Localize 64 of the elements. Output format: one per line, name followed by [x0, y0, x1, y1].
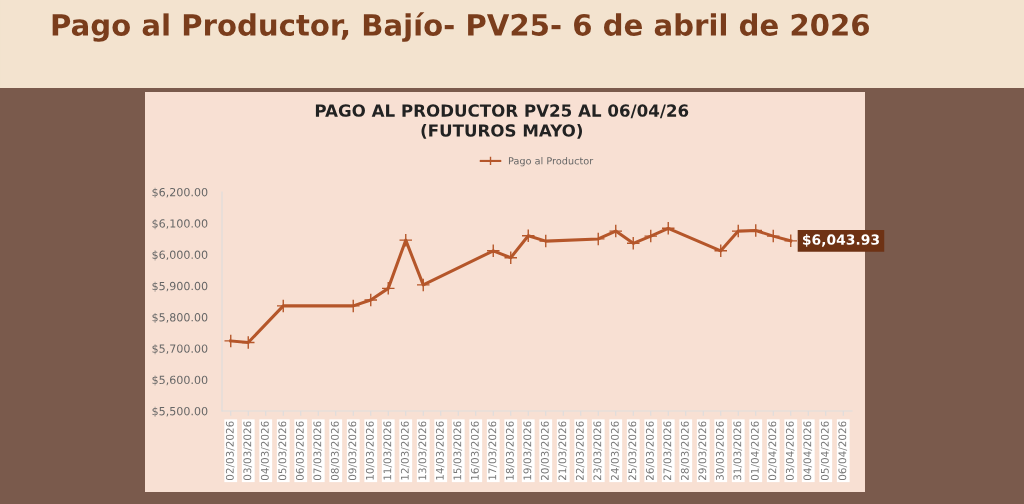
x-tick-label: 27/03/2026 [663, 421, 673, 480]
y-tick-label: $5,900.00 [152, 281, 208, 292]
y-tick-label: $5,800.00 [152, 312, 208, 323]
x-tick-label: 16/03/2026 [470, 421, 480, 480]
y-tick-label: $6,000.00 [152, 250, 208, 261]
y-tick-label: $5,500.00 [152, 406, 208, 417]
x-tick-label: 24/03/2026 [610, 421, 620, 480]
x-tick-label: 21/03/2026 [558, 421, 568, 480]
point [748, 223, 763, 238]
x-tick-label: 11/03/2026 [383, 421, 393, 480]
x-tick-label: 07/03/2026 [313, 421, 323, 481]
x-tick-label: 12/03/2026 [400, 421, 410, 480]
point [398, 233, 413, 248]
x-tick-label: 02/03/2026 [225, 421, 235, 481]
x-tick-label: 18/03/2026 [505, 421, 515, 480]
point [416, 277, 431, 292]
y-tick-label: $6,200.00 [152, 187, 208, 198]
point [381, 281, 396, 296]
x-tick-label: 30/03/2026 [715, 421, 725, 480]
point [608, 224, 623, 239]
x-tick-label: 31/03/2026 [733, 421, 743, 480]
point [766, 229, 781, 244]
point [363, 292, 378, 307]
point [643, 229, 658, 244]
x-tick-label: 19/03/2026 [523, 421, 533, 480]
y-tick-label: $6,100.00 [152, 219, 208, 230]
x-tick-label: 23/03/2026 [593, 421, 603, 480]
point [503, 250, 518, 265]
x-tick-label: 02/04/2026 [768, 421, 778, 481]
point [521, 228, 536, 243]
x-tick-label: 05/03/2026 [278, 421, 288, 481]
x-tick-label: 25/03/2026 [628, 421, 638, 480]
x-tick-label: 03/03/2026 [243, 421, 253, 481]
point [783, 233, 798, 248]
x-tick-label: 14/03/2026 [435, 421, 445, 480]
x-tick-label: 01/04/2026 [750, 421, 760, 481]
x-tick-label: 10/03/2026 [365, 421, 375, 480]
x-tick-label: 29/03/2026 [698, 421, 708, 480]
x-tick-label: 05/04/2026 [820, 421, 830, 481]
x-tick-label: 15/03/2026 [453, 421, 463, 480]
x-tick-label: 04/04/2026 [803, 421, 813, 481]
x-tick-label: 09/03/2026 [348, 421, 358, 481]
x-tick-label: 13/03/2026 [418, 421, 428, 480]
y-tick-label: $5,600.00 [152, 375, 208, 386]
data-label: $6,043.93 [802, 234, 879, 247]
point [626, 236, 641, 251]
point [486, 243, 501, 258]
x-tick-label: 06/04/2026 [838, 421, 848, 481]
x-tick-label: 08/03/2026 [330, 421, 340, 481]
x-tick-label: 03/04/2026 [785, 421, 795, 481]
y-tick-label: $5,700.00 [152, 344, 208, 355]
point [661, 221, 676, 236]
legend-label: Pago al Productor [508, 156, 594, 167]
x-tick-label: 06/03/2026 [295, 421, 305, 481]
x-tick-label: 17/03/2026 [488, 421, 498, 480]
chart-title: PAGO AL PRODUCTOR PV25 AL 06/04/26 (FUTUROS MAYO) [315, 104, 689, 139]
point [241, 335, 256, 350]
x-tick-label: 28/03/2026 [680, 421, 690, 480]
x-tick-label: 04/03/2026 [260, 421, 270, 481]
x-tick-label: 20/03/2026 [540, 421, 550, 480]
x-tick-label: 22/03/2026 [575, 421, 585, 480]
x-tick-label: 26/03/2026 [645, 421, 655, 480]
point [713, 243, 728, 258]
text: Pago al Productor, Bajío- PV25- 6 de abril de 2026 [52, 12, 869, 42]
